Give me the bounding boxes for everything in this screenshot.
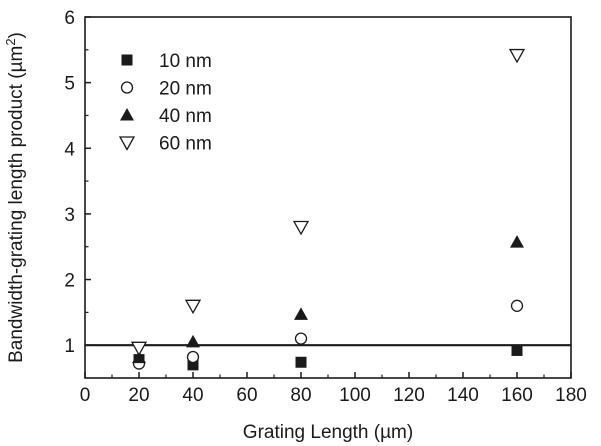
x-tick-label: 20 (128, 385, 149, 406)
y-tick-label: 6 (64, 8, 75, 29)
y-tick-label: 1 (64, 336, 75, 357)
x-tick-label: 120 (393, 385, 425, 406)
y-axis-title: Bandwidth-grating length product (µm2) (3, 32, 27, 363)
legend-label-60-nm: 60 nm (159, 134, 212, 155)
data-point-40-nm (186, 334, 200, 348)
x-tick-label: 100 (339, 385, 371, 406)
legend-label-20-nm: 20 nm (159, 79, 212, 100)
legend-marker-10-nm (121, 54, 133, 66)
data-point-20-nm (186, 350, 200, 364)
legend-label-10-nm: 10 nm (159, 51, 212, 72)
legend-label-40-nm: 40 nm (159, 106, 212, 127)
data-point-20-nm (294, 332, 308, 345)
data-points (130, 48, 526, 371)
data-point-60-nm (508, 48, 526, 64)
legend-marker-20-nm (120, 81, 134, 94)
y-tick-label: 2 (64, 271, 75, 292)
y-tick-label: 4 (64, 139, 75, 160)
data-point-10-nm (295, 356, 307, 368)
data-point-40-nm (510, 235, 524, 248)
data-point-40-nm (132, 350, 146, 364)
x-axis-title: Grating Length (µm) (243, 422, 413, 443)
legend-marker-40-nm (120, 108, 134, 121)
y-tick-label: 3 (64, 205, 75, 226)
data-point-60-nm (292, 220, 310, 236)
x-tick-label: 140 (447, 385, 479, 406)
plot-frame (84, 16, 572, 379)
data-point-60-nm (130, 341, 148, 357)
data-point-40-nm (294, 307, 308, 320)
y-axis-title-close: ) (6, 32, 27, 38)
x-tick-label: 160 (501, 385, 533, 406)
y-tick-label: 5 (64, 74, 75, 95)
data-point-10-nm (511, 344, 523, 356)
x-tick-label: 60 (236, 385, 257, 406)
legend: 10 nm 20 nm 40 nm 60 nm (118, 51, 212, 155)
x-tick-label: 0 (80, 385, 91, 406)
data-point-60-nm (184, 299, 202, 315)
x-tick-label: 40 (182, 385, 203, 406)
legend-marker-60-nm (118, 136, 136, 151)
x-axis-ticks: 0 20 40 60 80 100 120 140 160 180 (80, 372, 587, 406)
x-tick-label: 180 (555, 385, 587, 406)
data-point-10-nm (187, 359, 199, 371)
y-axis-title-superscript: 2 (3, 38, 18, 45)
y-axis-title-main: Bandwidth-grating length product (µm (6, 46, 27, 363)
x-tick-label: 80 (290, 385, 311, 406)
data-point-20-nm (510, 299, 524, 312)
y-axis-ticks: 1 2 3 4 5 6 (64, 8, 91, 357)
